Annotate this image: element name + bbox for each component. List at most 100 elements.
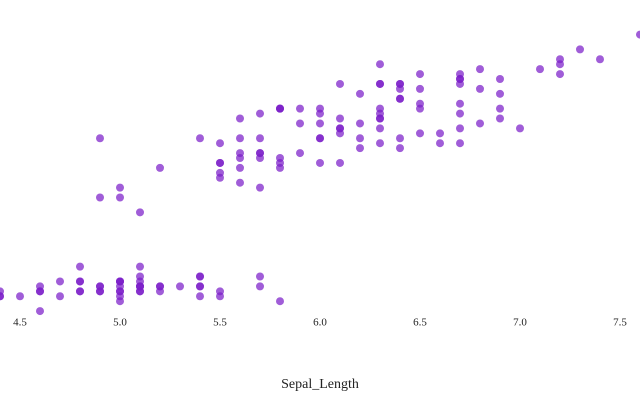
point bbox=[276, 158, 284, 167]
point bbox=[196, 282, 204, 291]
point bbox=[216, 139, 224, 148]
point bbox=[336, 114, 344, 123]
point bbox=[296, 149, 304, 158]
point bbox=[456, 109, 464, 118]
point bbox=[0, 292, 4, 301]
plot-area bbox=[0, 30, 640, 316]
point bbox=[316, 134, 324, 143]
point bbox=[396, 144, 404, 153]
x-tick-label: 5.0 bbox=[113, 317, 127, 329]
point bbox=[116, 183, 124, 192]
point bbox=[356, 89, 364, 98]
point bbox=[456, 75, 464, 83]
point bbox=[236, 134, 244, 143]
point bbox=[136, 277, 144, 286]
point bbox=[156, 282, 164, 291]
point bbox=[416, 84, 424, 93]
point bbox=[436, 139, 444, 148]
point bbox=[336, 129, 344, 138]
point bbox=[136, 262, 144, 271]
point bbox=[96, 193, 104, 202]
point bbox=[556, 60, 564, 69]
point bbox=[236, 178, 244, 187]
point bbox=[256, 134, 264, 143]
point bbox=[216, 158, 224, 167]
point bbox=[216, 173, 224, 182]
point bbox=[56, 277, 64, 286]
x-tick-label: 6.0 bbox=[313, 317, 327, 329]
point bbox=[196, 134, 204, 143]
point bbox=[116, 277, 124, 286]
point bbox=[376, 60, 384, 69]
point bbox=[376, 124, 384, 133]
point bbox=[276, 297, 284, 306]
point bbox=[316, 109, 324, 118]
point bbox=[496, 89, 504, 98]
point bbox=[236, 163, 244, 172]
point bbox=[116, 287, 124, 296]
x-tick-label: 7.0 bbox=[513, 317, 527, 329]
point bbox=[416, 129, 424, 138]
point bbox=[376, 109, 384, 118]
point bbox=[476, 119, 484, 128]
point bbox=[256, 183, 264, 192]
point bbox=[216, 292, 224, 301]
point bbox=[496, 104, 504, 113]
point bbox=[416, 99, 424, 108]
point bbox=[416, 70, 424, 79]
point bbox=[256, 154, 264, 162]
point bbox=[76, 287, 84, 296]
point bbox=[356, 134, 364, 143]
point bbox=[396, 84, 404, 93]
x-axis-label: Sepal_Length bbox=[281, 377, 359, 392]
point bbox=[76, 262, 84, 271]
point bbox=[356, 119, 364, 128]
point bbox=[296, 104, 304, 113]
point bbox=[436, 129, 444, 138]
point bbox=[576, 45, 584, 54]
point bbox=[236, 114, 244, 123]
point bbox=[336, 158, 344, 167]
point bbox=[376, 139, 384, 148]
point bbox=[316, 158, 324, 167]
point bbox=[96, 287, 104, 296]
point bbox=[96, 134, 104, 143]
x-tick-label: 7.5 bbox=[613, 317, 627, 329]
point bbox=[136, 208, 144, 217]
point bbox=[176, 282, 184, 291]
point bbox=[316, 119, 324, 128]
point bbox=[376, 79, 384, 88]
point bbox=[76, 277, 84, 286]
point bbox=[156, 163, 164, 172]
point bbox=[236, 149, 244, 158]
point bbox=[56, 292, 64, 301]
point bbox=[396, 94, 404, 103]
point bbox=[36, 307, 44, 316]
point bbox=[516, 124, 524, 133]
point bbox=[536, 65, 544, 74]
point bbox=[636, 30, 640, 39]
point bbox=[256, 109, 264, 118]
point bbox=[196, 292, 204, 301]
point bbox=[356, 144, 364, 153]
point bbox=[476, 65, 484, 74]
point bbox=[296, 119, 304, 128]
point bbox=[496, 114, 504, 123]
x-tick-label: 5.5 bbox=[213, 317, 227, 329]
point bbox=[456, 124, 464, 133]
point bbox=[396, 134, 404, 143]
point bbox=[456, 139, 464, 148]
point bbox=[116, 193, 124, 202]
point bbox=[456, 99, 464, 108]
point bbox=[276, 104, 284, 113]
point bbox=[336, 79, 344, 88]
point bbox=[36, 287, 44, 296]
point bbox=[556, 70, 564, 79]
x-tick-label: 4.5 bbox=[13, 317, 27, 329]
point bbox=[476, 84, 484, 93]
x-tick-label: 6.5 bbox=[413, 317, 427, 329]
point bbox=[496, 75, 504, 83]
point bbox=[596, 55, 604, 64]
point bbox=[196, 272, 204, 281]
